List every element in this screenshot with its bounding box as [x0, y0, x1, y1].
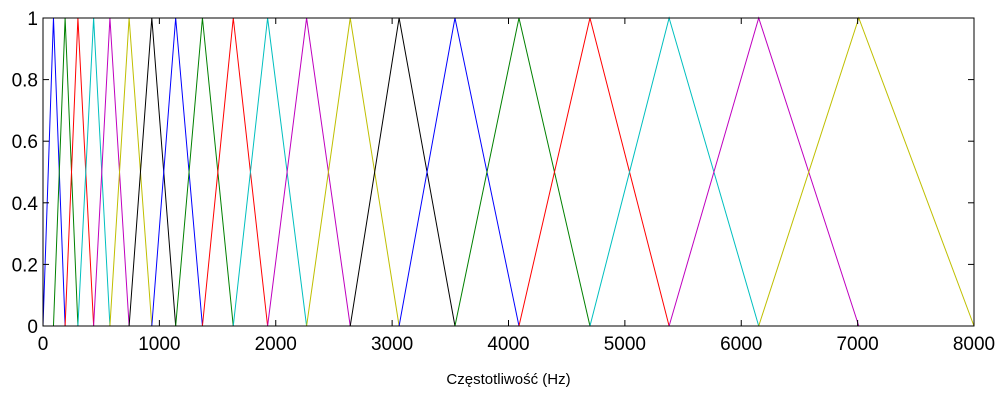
x-tick-label: 2000	[255, 334, 297, 355]
x-tick-label: 1000	[138, 334, 180, 355]
x-tick-label: 7000	[836, 334, 878, 355]
filter-line-3	[64, 17, 95, 327]
plot-frame	[42, 17, 975, 327]
filter-line-14	[349, 17, 456, 327]
y-tick-label: 0.4	[12, 194, 39, 215]
y-tick-label: 0.8	[12, 71, 38, 92]
filter-line-9	[175, 17, 234, 327]
y-tick-label: 1	[27, 9, 38, 30]
filter-line-1	[42, 17, 66, 327]
filter-line-5	[93, 17, 130, 327]
ticks-layer: 0 1000 2000 3000 4000 5000 6000 7000 8000 0 0.2 0.4…	[12, 9, 996, 355]
filter-line-16	[454, 17, 591, 327]
x-axis-title: Częstotliwość (Hz)	[446, 371, 570, 388]
filter-line-19	[668, 16, 860, 327]
filter-line-4	[77, 17, 111, 327]
y-tick-label: 0.6	[12, 132, 38, 153]
filter-line-13	[306, 17, 400, 327]
x-tick-label: 5000	[604, 334, 646, 355]
filter-line-17	[518, 17, 670, 327]
filter-line-10	[201, 17, 269, 327]
series-layer	[42, 16, 975, 327]
x-tick-label: 0	[38, 334, 49, 355]
filter-line-8	[151, 17, 203, 327]
x-tick-label: 3000	[371, 334, 413, 355]
filter-line-2	[52, 17, 79, 327]
filter-line-18	[589, 16, 760, 327]
filter-line-6	[109, 17, 153, 327]
filter-line-7	[128, 17, 177, 327]
y-tick-label: 0	[27, 317, 38, 338]
filter-line-11	[232, 17, 308, 327]
filter-line-12	[267, 17, 351, 327]
x-tick-label: 8000	[953, 334, 995, 355]
x-tick-label: 4000	[487, 334, 529, 355]
x-tick-label: 6000	[720, 334, 762, 355]
filter-line-15	[398, 17, 520, 327]
filter-line-20	[758, 16, 975, 327]
y-tick-label: 0.2	[12, 255, 38, 276]
